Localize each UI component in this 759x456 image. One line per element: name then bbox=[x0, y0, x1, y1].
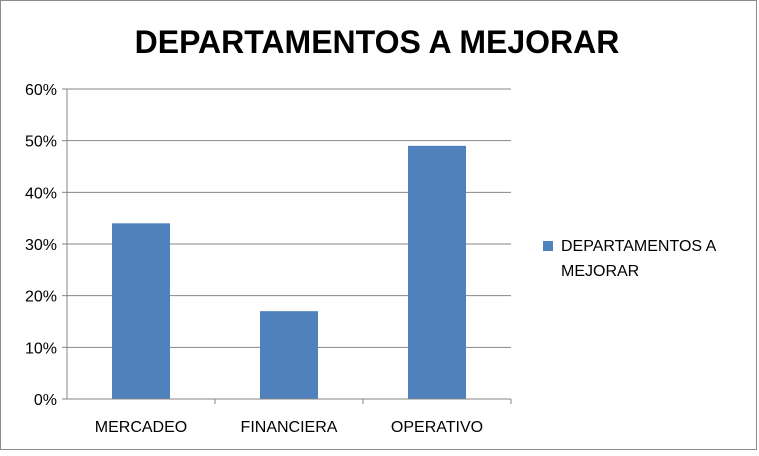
bars bbox=[112, 145, 466, 399]
chart-title: DEPARTAMENTOS A MEJORAR bbox=[135, 24, 620, 60]
y-tick-label: 30% bbox=[25, 237, 57, 254]
y-tick-label: 60% bbox=[25, 82, 57, 99]
legend-label-line-2: MEJORAR bbox=[561, 263, 639, 280]
axes bbox=[66, 89, 511, 400]
bar-financiera bbox=[260, 311, 318, 399]
legend: DEPARTAMENTOS A MEJORAR bbox=[543, 238, 717, 280]
x-tick-label: FINANCIERA bbox=[241, 419, 338, 436]
x-tick-label: OPERATIVO bbox=[391, 419, 483, 436]
y-tick-label: 20% bbox=[25, 289, 57, 306]
legend-label-line-1: DEPARTAMENTOS A bbox=[561, 238, 717, 255]
y-tick-label: 10% bbox=[25, 340, 57, 357]
bar-mercadeo bbox=[112, 223, 170, 399]
y-axis-tick-labels: 0% 10% 20% 30% 40% 50% 60% bbox=[25, 82, 57, 409]
x-axis-tick-labels: MERCADEO FINANCIERA OPERATIVO bbox=[95, 399, 512, 436]
y-tick-label: 40% bbox=[25, 185, 57, 202]
bar-operativo bbox=[408, 145, 466, 399]
legend-swatch bbox=[543, 241, 553, 251]
y-tick-label: 50% bbox=[25, 134, 57, 151]
x-tick-label: MERCADEO bbox=[95, 419, 187, 436]
y-tick-label: 0% bbox=[34, 392, 57, 409]
